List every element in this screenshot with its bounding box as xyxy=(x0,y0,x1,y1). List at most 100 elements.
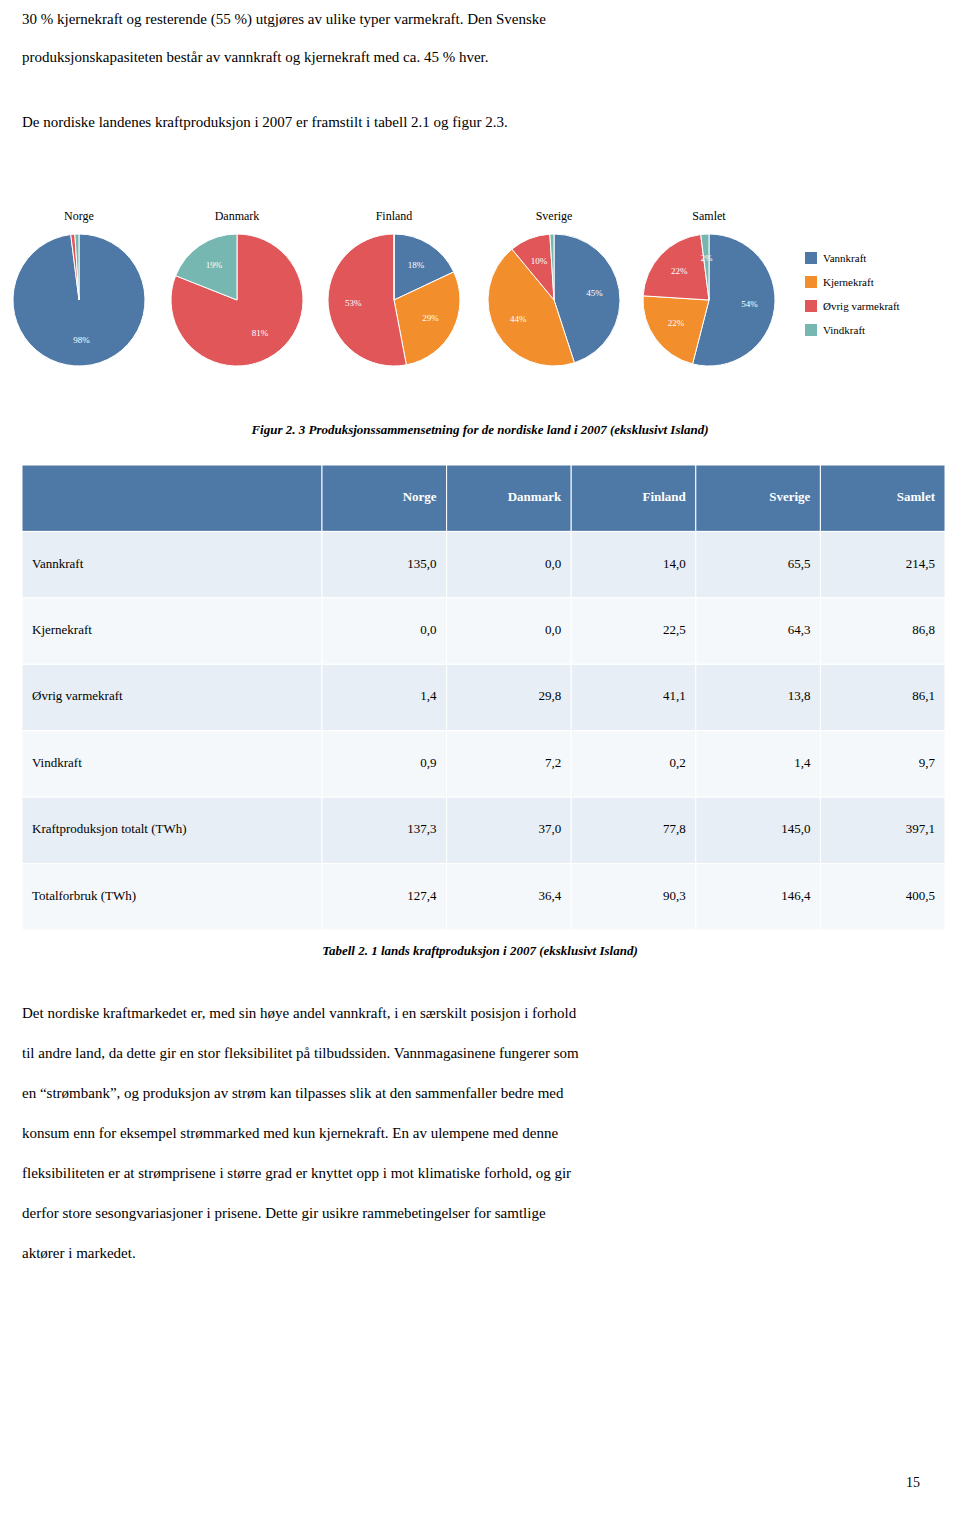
chart-title: Samlet xyxy=(692,209,726,223)
table-text: 0,9 xyxy=(420,755,436,770)
table-text: 65,5 xyxy=(788,556,811,571)
chart-title: Finland xyxy=(376,209,413,223)
table-text: 0,0 xyxy=(545,622,561,637)
table-text: 1,4 xyxy=(420,688,437,703)
body-text: 30 % kjernekraft og resterende (55 %) ut… xyxy=(22,11,546,28)
table-text: 135,0 xyxy=(407,556,436,571)
data-label: 54% xyxy=(741,299,758,309)
table-header-cell xyxy=(820,465,945,531)
pie-slice xyxy=(643,235,709,300)
table-cell xyxy=(696,598,821,664)
table-cell xyxy=(22,864,322,930)
table-text: Øvrig varmekraft xyxy=(32,688,123,703)
table-text: 397,1 xyxy=(906,821,935,836)
table-text: 29,8 xyxy=(538,688,561,703)
pie-slice xyxy=(75,234,79,300)
pie-slice xyxy=(171,234,303,366)
table-cell xyxy=(820,531,945,597)
table-cell xyxy=(22,664,322,730)
pie-chart: Norge98% xyxy=(13,209,145,366)
pie-chart: Sverige 45% 44% 10% xyxy=(488,209,620,366)
page-number: 15 xyxy=(906,1475,920,1490)
table-text: 0,2 xyxy=(670,755,686,770)
table-cell xyxy=(447,731,572,797)
table-text: 22,5 xyxy=(663,622,686,637)
table-cell xyxy=(571,731,696,797)
legend-item: Vannkraft xyxy=(805,252,866,264)
data-label: 10% xyxy=(531,256,548,266)
table-header-text: Danmark xyxy=(508,489,562,504)
table-cell xyxy=(447,531,572,597)
body-text: Det nordiske kraftmarkedet er, med sin h… xyxy=(22,1005,577,1021)
body-text: De nordiske landenes kraftproduksjon i 2… xyxy=(22,114,508,130)
legend-swatch xyxy=(805,252,817,264)
table-cell xyxy=(696,797,821,863)
table-text: 1,4 xyxy=(794,755,811,770)
body-text: en “strømbank”, og produksjon av strøm k… xyxy=(22,1085,564,1101)
pie-chart: Danmark81%19% xyxy=(171,209,303,366)
data-label: 19% xyxy=(206,260,223,270)
body-text: fleksibiliteten er at strømprisene i stø… xyxy=(22,1165,571,1181)
table-text: 137,3 xyxy=(407,821,436,836)
table-cell xyxy=(696,531,821,597)
table-caption: Tabell 2. 1 lands kraftproduksjon i 2007… xyxy=(322,943,638,958)
legend-item: Kjernekraft xyxy=(805,276,874,288)
table-cell xyxy=(447,598,572,664)
pie-slice xyxy=(394,234,395,300)
legend-label: Øvrig varmekraft xyxy=(823,300,900,312)
data-label: 81% xyxy=(252,328,269,338)
table-text: Kjernekraft xyxy=(32,622,92,637)
table-header-text: Finland xyxy=(642,489,686,504)
table-text: 77,8 xyxy=(663,821,686,836)
table-cell xyxy=(820,797,945,863)
table-header-cell xyxy=(447,465,572,531)
legend-swatch xyxy=(805,276,817,288)
data-label: 53% xyxy=(345,298,362,308)
legend-swatch xyxy=(805,324,817,336)
body-text: aktører i markedet. xyxy=(22,1245,136,1261)
table-text: 214,5 xyxy=(906,556,935,571)
legend-swatch xyxy=(805,300,817,312)
table-text: 0,0 xyxy=(545,556,561,571)
table-text: 90,3 xyxy=(663,888,686,903)
body-text: konsum enn for eksempel strømmarked med … xyxy=(22,1125,558,1141)
pie-slice xyxy=(643,296,709,364)
data-label: 98% xyxy=(73,335,90,345)
table-cell xyxy=(322,598,447,664)
data-label: 22% xyxy=(671,266,688,276)
table-cell xyxy=(322,531,447,597)
table-cell xyxy=(571,531,696,597)
pie-slice xyxy=(13,234,145,366)
legend-item: Vindkraft xyxy=(805,324,865,336)
legend-label: Vindkraft xyxy=(823,324,865,336)
data-label: 44% xyxy=(510,314,527,324)
table-text: 41,1 xyxy=(663,688,686,703)
legend-label: Kjernekraft xyxy=(823,276,874,288)
data-label: 45% xyxy=(586,288,603,298)
table-cell xyxy=(571,664,696,730)
table-text: 400,5 xyxy=(906,888,935,903)
table-header-text: Norge xyxy=(403,489,437,504)
table-cell xyxy=(696,731,821,797)
table-cell xyxy=(22,731,322,797)
chart-title: Sverige xyxy=(536,209,573,223)
table-cell xyxy=(696,864,821,930)
figure-caption: Figur 2. 3 Produksjonssammensetning for … xyxy=(250,422,708,437)
table-text: Vindkraft xyxy=(32,755,82,770)
table-header-cell xyxy=(571,465,696,531)
table-text: 86,8 xyxy=(912,622,935,637)
body-text: derfor store sesongvariasjoner i prisene… xyxy=(22,1205,546,1221)
pie-slice xyxy=(512,234,554,300)
table-cell xyxy=(322,797,447,863)
table-header-cell xyxy=(696,465,821,531)
table-text: 14,0 xyxy=(663,556,686,571)
pie-slice xyxy=(71,234,79,300)
legend: Vannkraft Kjernekraft Øvrig varmekraft Vind… xyxy=(805,252,900,336)
table: NorgeDanmarkFinlandSverigeSamletVannkraf… xyxy=(22,465,945,930)
page: 30 % kjernekraft og resterende (55 %) ut… xyxy=(0,0,960,1514)
table-cell xyxy=(447,864,572,930)
pie-slice xyxy=(328,234,406,366)
legend-item: Øvrig varmekraft xyxy=(805,300,900,312)
table-cell xyxy=(322,731,447,797)
table-cell xyxy=(696,664,821,730)
